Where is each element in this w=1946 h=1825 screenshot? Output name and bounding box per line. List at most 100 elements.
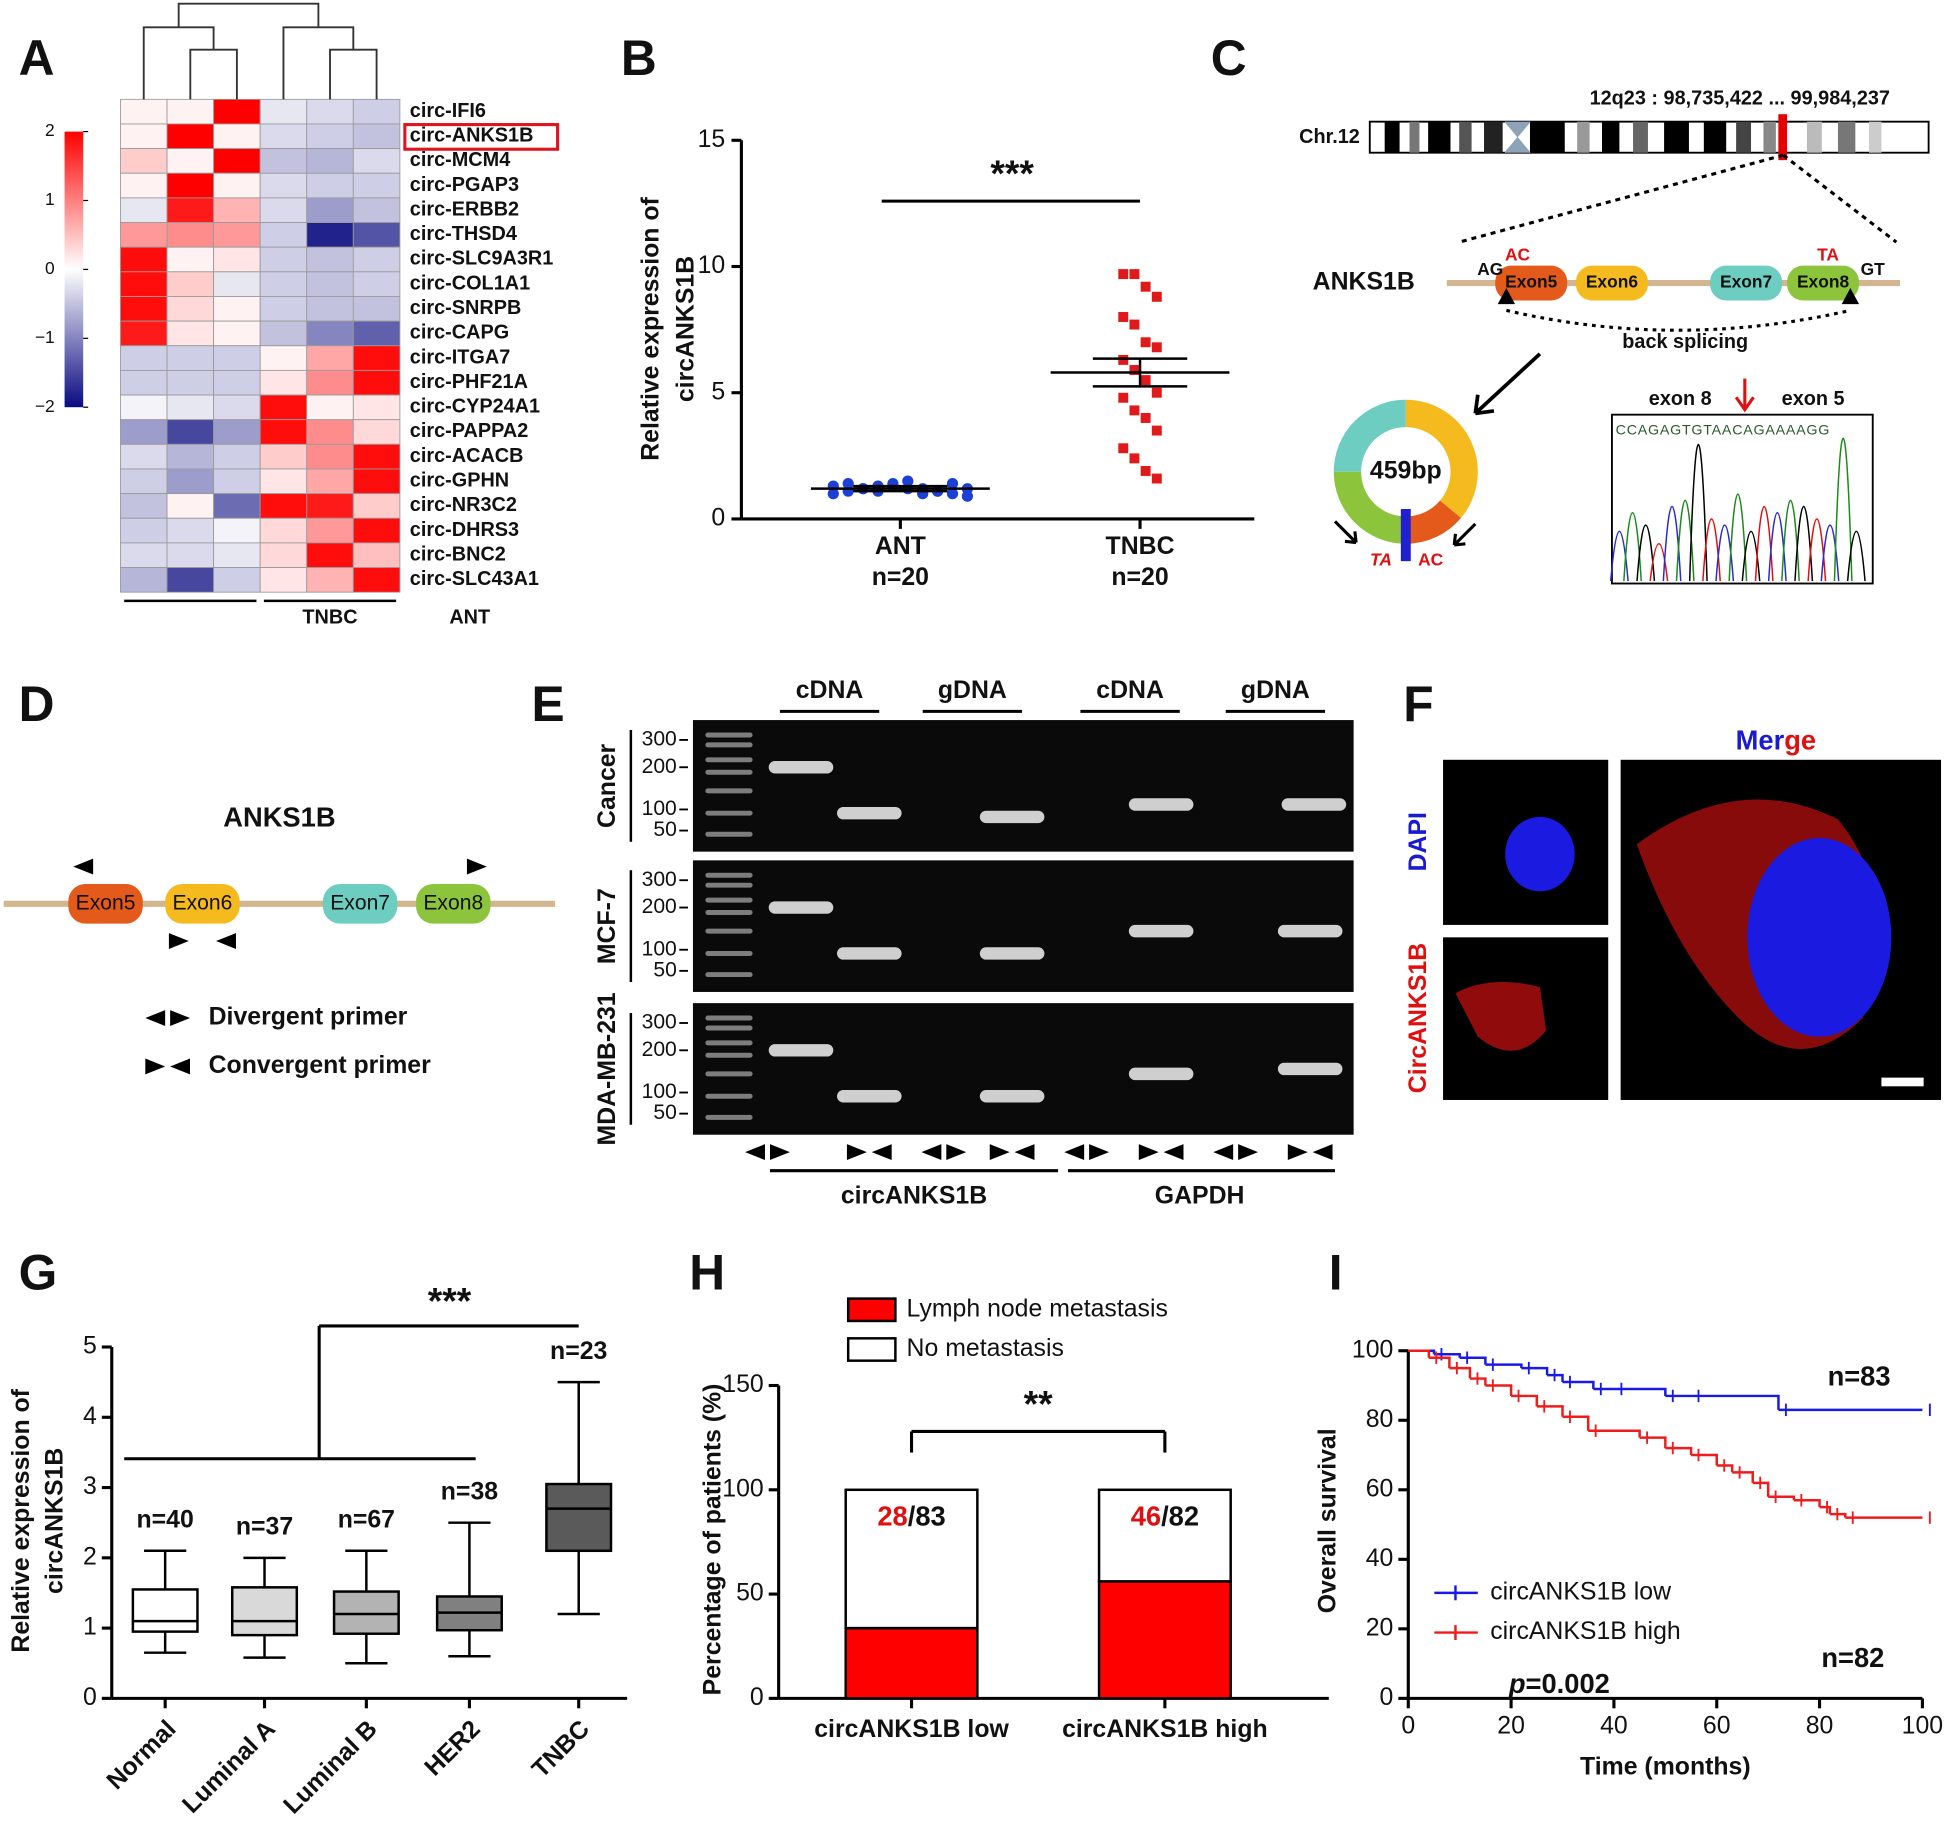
splice-site: AG xyxy=(1477,259,1503,279)
template-label: gDNA xyxy=(1241,677,1310,704)
heatmap-cell xyxy=(166,567,215,593)
heatmap-cell xyxy=(306,345,354,371)
back-splice-arc xyxy=(1506,308,1851,332)
survival-step xyxy=(1639,1436,1667,1449)
survival-step xyxy=(1485,1384,1513,1396)
gel xyxy=(692,1003,1354,1135)
y-tick-label: 0 xyxy=(750,1684,764,1711)
heatmap-cell xyxy=(352,197,401,223)
survival-step xyxy=(1469,1377,1487,1386)
primer-arrow xyxy=(1163,1144,1184,1161)
y-tick-label: 20 xyxy=(1366,1614,1394,1641)
data-point xyxy=(1129,319,1140,330)
survival-step xyxy=(1588,1429,1641,1438)
significance: *** xyxy=(990,152,1034,194)
survival-step xyxy=(1665,1446,1693,1456)
sample-label: MDA-MB-231 xyxy=(594,992,621,1145)
heatmap-cell xyxy=(306,320,354,347)
data-point xyxy=(1118,269,1129,280)
box xyxy=(332,1590,400,1635)
heatmap-cell xyxy=(120,271,168,297)
heatmap-cell xyxy=(213,197,261,223)
survival-step xyxy=(1691,1453,1718,1466)
trace-peak xyxy=(1820,524,1840,582)
survival-step xyxy=(1716,1464,1734,1473)
exon xyxy=(1495,265,1568,301)
heatmap-cell xyxy=(166,222,215,248)
chromosome-band xyxy=(1602,121,1620,153)
ladder-band xyxy=(705,897,753,903)
row-label: circ-PAPPA2 xyxy=(410,420,528,442)
data-point xyxy=(1129,405,1140,416)
y-tick-label: 0 xyxy=(711,505,725,532)
heatmap-cell xyxy=(306,222,354,248)
fraction-denominator: /83 xyxy=(908,1501,946,1532)
ladder-band xyxy=(705,1114,753,1120)
heatmap-cell xyxy=(213,148,261,174)
chromosome-band xyxy=(1409,121,1420,153)
sample-label: MCF-7 xyxy=(594,888,621,964)
junction-label: TA xyxy=(1370,550,1392,570)
heatmap-cell xyxy=(259,345,308,371)
x-tick-label: 20 xyxy=(1497,1712,1525,1739)
highlight-box xyxy=(403,123,560,151)
circrna-segment xyxy=(1333,471,1407,544)
gel-band xyxy=(837,806,902,820)
row-label: circ-SLC9A3R1 xyxy=(410,248,554,270)
data-point xyxy=(1140,337,1151,348)
panel-label: I xyxy=(1329,1244,1343,1300)
data-point xyxy=(1151,425,1162,436)
heatmap-cell xyxy=(352,468,401,495)
primer-arrow xyxy=(1238,1144,1259,1161)
bar-segment xyxy=(844,1488,979,1630)
heatmap-cell xyxy=(306,517,354,544)
data-point xyxy=(1129,365,1140,375)
gene-label: ANKS1B xyxy=(1313,269,1415,296)
survival-step xyxy=(1547,1373,1564,1383)
ladder-band xyxy=(705,928,753,934)
panel-label: D xyxy=(19,676,55,732)
row-label: circ-MCM4 xyxy=(410,149,510,171)
panel-label: G xyxy=(19,1244,58,1300)
ladder-band xyxy=(705,1040,753,1046)
heatmap-cell xyxy=(306,271,354,297)
heatmap-cell xyxy=(352,222,401,248)
heatmap-cell xyxy=(213,419,261,445)
primer-arrow xyxy=(1287,1144,1308,1161)
row-label: circ-SNRPB xyxy=(410,297,521,319)
heatmap-cell xyxy=(120,419,168,445)
y-tick-label: 3 xyxy=(83,1473,97,1500)
splice-site: AC xyxy=(1505,244,1531,264)
trace-peak xyxy=(1728,493,1748,582)
colorbar-label: 1 xyxy=(45,189,55,209)
ladder-label: 50 xyxy=(653,818,676,841)
heatmap-cell xyxy=(213,246,261,273)
trace-peak xyxy=(1649,543,1669,582)
data-point xyxy=(827,480,839,492)
group-label: ANT xyxy=(449,607,490,629)
bar-segment xyxy=(1097,1580,1232,1700)
channel-label: DAPI xyxy=(1405,812,1432,871)
heatmap-cell xyxy=(166,271,215,297)
scale-bar xyxy=(1881,1077,1924,1087)
fraction-label: 28/83 xyxy=(877,1501,945,1532)
heatmap-cell xyxy=(306,542,354,568)
heatmap-cell xyxy=(259,468,308,495)
trace-peak xyxy=(1675,499,1695,582)
primer-arrow xyxy=(216,933,236,949)
heatmap-cell xyxy=(306,468,354,495)
ladder-band xyxy=(705,872,753,878)
heatmap-cell xyxy=(259,419,308,445)
chromosome-band xyxy=(1806,121,1822,153)
row-label: circ-IFI6 xyxy=(410,100,486,122)
exon-label: Exon7 xyxy=(1720,272,1772,292)
data-point xyxy=(1151,291,1162,302)
survival-step xyxy=(1732,1471,1754,1483)
heatmap-cell xyxy=(213,493,261,519)
trace-peak xyxy=(1833,437,1853,582)
primer-arrow xyxy=(1312,1144,1333,1161)
exon xyxy=(1575,265,1648,301)
heatmap-cell xyxy=(213,172,261,199)
splice-site: TA xyxy=(1817,244,1839,264)
gel xyxy=(692,860,1354,992)
